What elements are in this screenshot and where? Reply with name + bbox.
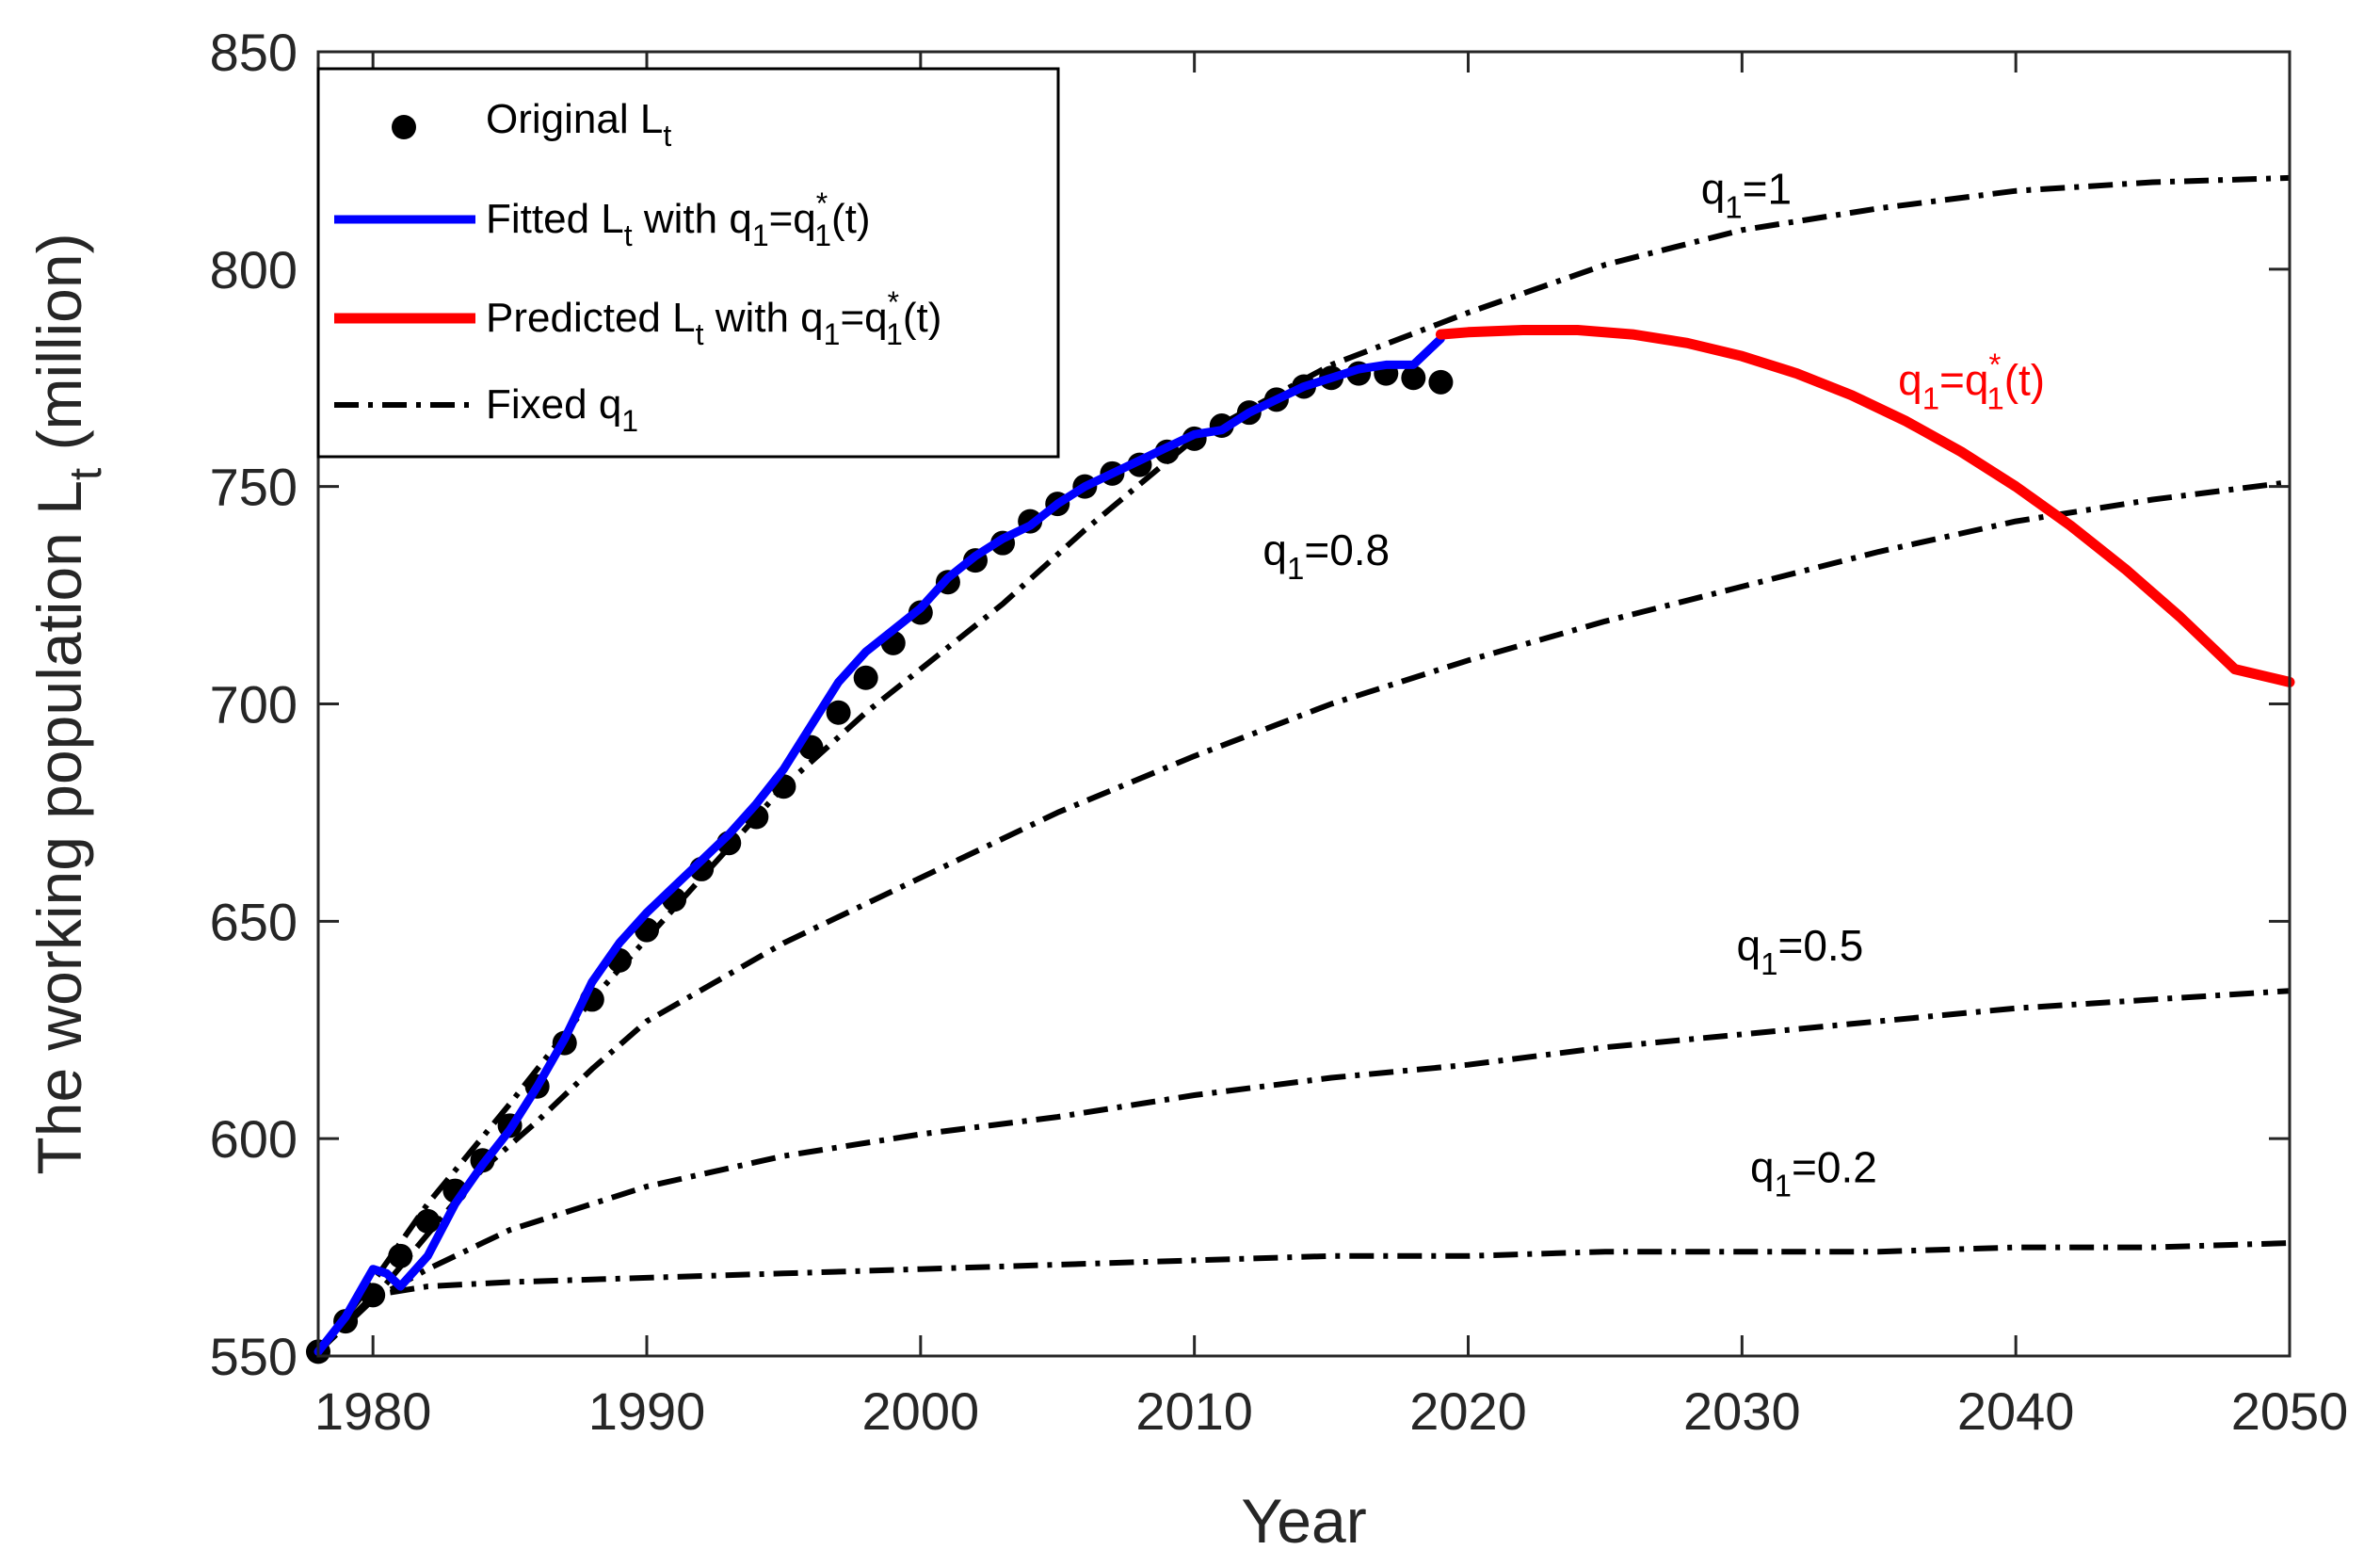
axis-titles: Year The working population Lt (million)	[24, 233, 1367, 1556]
series-line	[314, 334, 1445, 1356]
legend-box	[316, 67, 1060, 459]
y-tick-label: 650	[210, 892, 298, 951]
legend-item-original: Original Lt​	[392, 96, 671, 153]
annotation-q08: q1=0.8	[1262, 525, 1390, 586]
series-line	[1435, 325, 2295, 687]
legend-item-predicted: Predicted Lt with q1=q* 1(t)	[334, 285, 941, 351]
y-tick-label: 550	[210, 1327, 298, 1386]
legend-item-fixed: Fixed q1​	[334, 381, 638, 438]
legend-marker	[392, 115, 416, 139]
data-point	[826, 700, 851, 725]
x-tick-label: 1990	[588, 1381, 706, 1441]
y-axis-title: The working population Lt (million)	[24, 233, 111, 1174]
annotation-qstar: q1=q* 1(t)	[1898, 347, 2045, 416]
series-predicted-l-t-with-q1-q1-t-	[1435, 325, 2295, 687]
legend-label: Fixed q1​	[486, 381, 638, 438]
x-tick-label: 2050	[2231, 1381, 2349, 1441]
axes-ticks: 1980 1990 2000 2010 2020 2030 2040 2050 550 600 65…	[210, 23, 2349, 1441]
legend: Original Lt​ Fitted Lt with q1=q*1(t) Pred…	[316, 67, 1060, 459]
data-point	[361, 1283, 386, 1308]
series-line	[315, 1240, 2291, 1354]
x-axis-title: Year	[1241, 1486, 1366, 1556]
legend-label: Original Lt​	[486, 96, 671, 153]
legend-label: Fitted Lt with q1=q* 1(t)	[486, 186, 871, 252]
annotations: q1=1 q1=0.8 q1=0.5 q1=0.2 q1=q* 1(t)	[1262, 165, 2045, 1203]
y-tick-label: 700	[210, 675, 298, 735]
series-fixed-q1-1	[315, 174, 2291, 1354]
y-tick-label: 750	[210, 458, 298, 517]
data-point	[853, 665, 878, 690]
y-tick-label: 600	[210, 1109, 298, 1169]
legend-label: Predicted Lt with q1=q* 1(t)	[486, 285, 941, 351]
data-point	[388, 1243, 413, 1268]
annotation-q05: q1=0.5	[1737, 921, 1864, 981]
annotation-q1: q1=1	[1701, 165, 1792, 225]
series-fixed-q1-0-2	[315, 1240, 2291, 1354]
x-tick-label: 2000	[862, 1381, 980, 1441]
data-point	[1401, 365, 1426, 391]
legend-item-fitted: Fitted Lt with q1=q* 1(t)	[334, 186, 871, 252]
x-tick-label: 2020	[1409, 1381, 1527, 1441]
data-point	[415, 1208, 441, 1234]
data-point	[1428, 369, 1454, 395]
series-line	[315, 988, 2291, 1354]
x-tick-label: 2040	[1957, 1381, 2075, 1441]
x-tick-label: 2010	[1135, 1381, 1253, 1441]
x-tick-label: 1980	[314, 1381, 432, 1441]
series-layer	[306, 174, 2295, 1364]
y-tick-label: 800	[210, 240, 298, 299]
series-fitted-l-t-with-q1-q1-t-	[314, 334, 1445, 1356]
annotation-q02: q1=0.2	[1750, 1142, 1877, 1203]
y-tick-label: 850	[210, 23, 298, 82]
series-line	[315, 174, 2291, 1354]
x-tick-label: 2030	[1683, 1381, 1801, 1441]
series-fixed-q1-0-5	[315, 988, 2291, 1354]
